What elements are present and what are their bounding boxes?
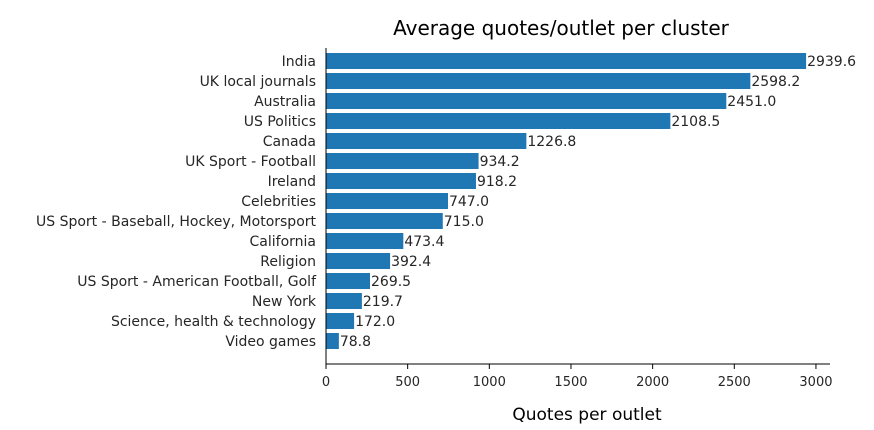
bar xyxy=(326,313,355,329)
value-label: 269.5 xyxy=(371,274,411,290)
value-label: 1226.8 xyxy=(527,134,576,150)
x-axis-ticks: 0 500 1000 1500 2000 2500 3000 xyxy=(322,364,833,390)
x-tick-label: 2000 xyxy=(636,375,669,390)
category-label: US Sport - Baseball, Hockey, Motorsport xyxy=(36,214,317,230)
x-axis-label: Quotes per outlet xyxy=(512,405,662,425)
value-label: 918.2 xyxy=(477,174,517,190)
category-label: US Politics xyxy=(244,114,316,130)
bar xyxy=(326,153,479,169)
bar xyxy=(326,93,727,109)
bar xyxy=(326,173,476,189)
category-label: California xyxy=(250,234,316,250)
bar xyxy=(326,53,807,69)
category-label: New York xyxy=(252,294,317,310)
bar xyxy=(326,213,443,229)
value-label: 78.8 xyxy=(340,334,371,350)
x-tick-label: 1500 xyxy=(554,375,587,390)
value-label: 219.7 xyxy=(363,294,403,310)
bar xyxy=(326,273,371,289)
value-label: 172.0 xyxy=(355,314,395,330)
bar xyxy=(326,73,751,89)
bar xyxy=(326,193,448,209)
category-label: Ireland xyxy=(268,174,316,190)
value-label: 715.0 xyxy=(444,214,484,230)
bar xyxy=(326,293,362,309)
value-label: 2598.2 xyxy=(751,74,800,90)
bar xyxy=(326,233,404,249)
bar xyxy=(326,253,391,269)
category-label: US Sport - American Football, Golf xyxy=(77,274,317,290)
category-label: Science, health & technology xyxy=(111,314,316,330)
bar xyxy=(326,113,671,129)
bar xyxy=(326,133,527,149)
x-tick-label: 3000 xyxy=(799,375,832,390)
category-label: Canada xyxy=(263,134,316,150)
x-tick-label: 2500 xyxy=(718,375,751,390)
value-label: 473.4 xyxy=(404,234,444,250)
bar xyxy=(326,333,339,349)
bars-group xyxy=(326,53,807,349)
value-label: 2451.0 xyxy=(727,94,776,110)
value-label: 747.0 xyxy=(449,194,489,210)
x-tick-label: 1000 xyxy=(473,375,506,390)
value-label: 934.2 xyxy=(480,154,520,170)
category-label: Australia xyxy=(254,94,316,110)
x-tick-label: 500 xyxy=(395,375,420,390)
value-labels: 2939.6 2598.2 2451.0 2108.5 1226.8 934.2 918.2… xyxy=(340,54,856,350)
category-label: Religion xyxy=(260,254,316,270)
value-label: 2108.5 xyxy=(671,114,720,130)
category-label: UK local journals xyxy=(200,74,316,90)
category-label: Celebrities xyxy=(241,194,316,210)
category-label: India xyxy=(282,54,316,70)
value-label: 392.4 xyxy=(391,254,431,270)
chart-title: Average quotes/outlet per cluster xyxy=(393,16,730,40)
value-label: 2939.6 xyxy=(807,54,856,70)
category-label: UK Sport - Football xyxy=(185,154,316,170)
x-tick-label: 0 xyxy=(322,375,330,390)
category-labels: India UK local journals Australia US Politi… xyxy=(36,54,317,350)
category-label: Video games xyxy=(225,334,316,350)
